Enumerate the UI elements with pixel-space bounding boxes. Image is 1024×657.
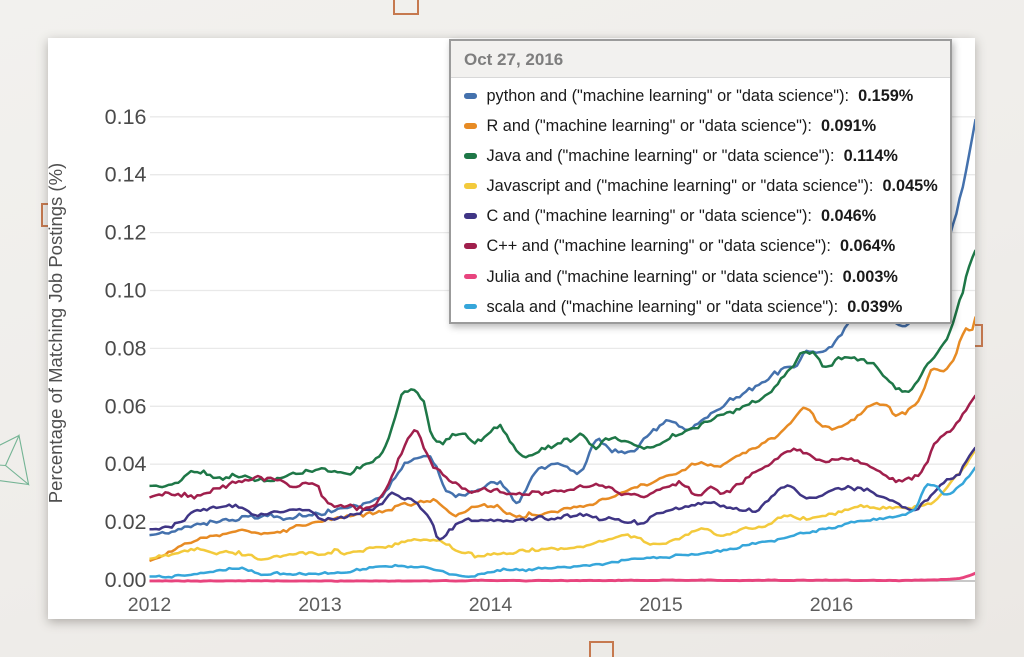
svg-text:2012: 2012 <box>128 594 171 616</box>
svg-text:0.02: 0.02 <box>105 510 147 534</box>
svg-text:0.16: 0.16 <box>105 105 147 129</box>
svg-text:2015: 2015 <box>639 594 683 616</box>
svg-text:0.14: 0.14 <box>105 163 147 187</box>
svg-text:2013: 2013 <box>298 594 341 616</box>
svg-text:0.00: 0.00 <box>105 568 147 592</box>
svg-text:0.06: 0.06 <box>105 394 147 418</box>
svg-text:2016: 2016 <box>810 594 853 616</box>
svg-text:Percentage of Matching Job Pos: Percentage of Matching Job Postings (%) <box>48 163 66 503</box>
svg-text:0.12: 0.12 <box>105 221 147 245</box>
svg-text:0.08: 0.08 <box>105 336 147 360</box>
svg-text:0.10: 0.10 <box>105 279 147 303</box>
svg-text:2014: 2014 <box>469 594 513 616</box>
svg-text:0.04: 0.04 <box>105 452 147 476</box>
